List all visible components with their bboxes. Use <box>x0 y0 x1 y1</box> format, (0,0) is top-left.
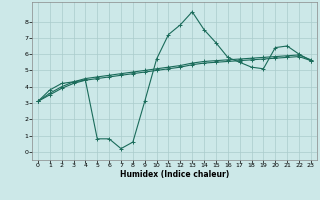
X-axis label: Humidex (Indice chaleur): Humidex (Indice chaleur) <box>120 170 229 179</box>
